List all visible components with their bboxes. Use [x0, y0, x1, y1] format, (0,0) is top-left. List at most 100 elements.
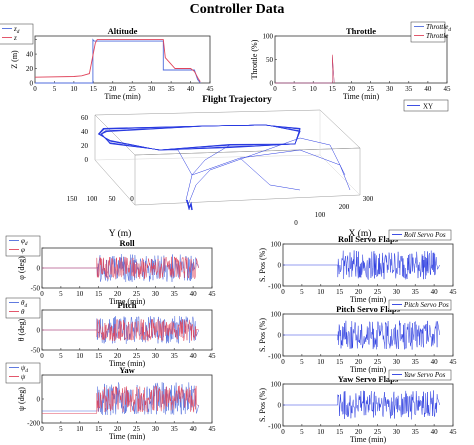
x-tick-label: 35	[171, 425, 179, 433]
x-tick-label: 40	[431, 288, 439, 296]
y-tick-label: 100	[271, 311, 282, 319]
series-line-1	[42, 385, 199, 414]
x-tick-label: 20	[114, 352, 122, 360]
x-tick-label: 45	[444, 85, 452, 93]
x-tick-label: 20	[109, 85, 117, 93]
x-tick-label: 30	[152, 425, 160, 433]
y-axis-label: θ (deg)	[17, 318, 26, 341]
x-tick-label: 5	[300, 288, 304, 296]
x-tick-label: 45	[207, 85, 215, 93]
x-tick-label: 15	[336, 428, 344, 436]
x-tick-label: 5	[59, 290, 63, 298]
x-tick-label: 0	[281, 358, 285, 366]
x-tick-label: 40	[190, 352, 198, 360]
x-tick-label: 10	[70, 85, 78, 93]
x-tick-label: 25	[374, 428, 382, 436]
x-tick-label: 40	[187, 85, 195, 93]
legend-label: Pitch Servo Pos	[403, 301, 449, 309]
chart-trajectory: Flight Trajectory 0 20 40 60 150 100 50 0 0 100 200…	[67, 95, 449, 239]
x-tick-label: 40	[424, 85, 432, 93]
x-tick-label: 5	[292, 85, 296, 93]
chart-altitude: Altitude0510152025303540450204060Time (m…	[0, 23, 215, 101]
legend-label: Roll Servo Pos	[403, 231, 446, 239]
x-tick-label: 25	[133, 425, 141, 433]
trajectory-loop	[100, 124, 301, 151]
legend-label: θ	[21, 308, 25, 316]
x-tick-label: 0	[40, 425, 44, 433]
series-line-1	[275, 54, 335, 84]
chart-title: Pitch	[118, 300, 137, 310]
x-tick-label: 300	[363, 195, 374, 203]
x-tick-label: 45	[450, 358, 458, 366]
plot-area	[34, 35, 211, 84]
x-tick-label: 35	[412, 358, 420, 366]
x-tick-label: 10	[317, 428, 325, 436]
legend: zdz	[0, 23, 34, 45]
x-tick-label: 15	[329, 85, 337, 93]
x-axis-label: Time (min)	[109, 297, 146, 306]
series-line-0	[283, 320, 441, 350]
x-tick-label: 10	[76, 352, 84, 360]
legend-label: Yaw Servo Pos	[404, 371, 446, 379]
x-tick-label: 0	[273, 85, 277, 93]
x-tick-label: 40	[190, 425, 198, 433]
x-tick-label: 25	[374, 358, 382, 366]
y-tick-label: 100	[271, 381, 282, 389]
legend-label: z	[13, 34, 17, 42]
x-tick-label: 30	[393, 428, 401, 436]
x-tick-label: 10	[310, 85, 318, 93]
x-tick-label: 25	[133, 290, 141, 298]
x-axis-label: Time (min)	[104, 92, 141, 101]
x-tick-label: 15	[95, 352, 103, 360]
x-tick-label: 15	[95, 290, 103, 298]
x-tick-label: 0	[294, 219, 298, 227]
x-tick-label: 15	[95, 425, 103, 433]
x-tick-label: 20	[114, 290, 122, 298]
x-tick-label: 5	[59, 425, 63, 433]
x-tick-label: 45	[450, 428, 458, 436]
x-tick-label: 35	[171, 352, 179, 360]
legend: ψdψ	[5, 362, 41, 384]
x-tick-label: 15	[336, 358, 344, 366]
y-tick-label: 0	[130, 195, 134, 203]
x-tick-label: 40	[431, 428, 439, 436]
x-tick-label: 35	[412, 428, 420, 436]
x-tick-label: 45	[209, 425, 217, 433]
y-tick-label: -200	[27, 420, 40, 428]
x-tick-label: 30	[393, 288, 401, 296]
x-tick-label: 30	[152, 352, 160, 360]
trajectory-start	[186, 199, 193, 211]
chart-title: Pitch Servo Flaps	[336, 304, 400, 314]
chart-title: Flight Trajectory	[202, 95, 272, 105]
legend: Yaw Servo Pos	[388, 369, 452, 381]
legend: Roll Servo Pos	[388, 229, 452, 241]
x-tick-label: 25	[367, 85, 375, 93]
chart-title: Throttle	[346, 26, 376, 36]
x-tick-label: 20	[355, 358, 363, 366]
y-axis-label: Throttle (%)	[250, 39, 259, 79]
x-tick-label: 45	[450, 288, 458, 296]
x-axis-label: Time (min)	[343, 92, 380, 101]
z-tick-label: 60	[81, 114, 89, 122]
x-tick-label: 15	[90, 85, 98, 93]
legend-label: φd	[21, 237, 28, 247]
z-tick-label: 40	[81, 128, 89, 136]
y-axis-label: S. Pos (%)	[258, 248, 267, 282]
x-axis-label: Time (min)	[109, 359, 146, 368]
x-tick-label: 0	[40, 290, 44, 298]
legend-label: ψd	[21, 364, 28, 374]
x-tick-label: 5	[300, 358, 304, 366]
x-axis-label: Time (min)	[350, 295, 387, 304]
x-tick-label: 200	[339, 203, 350, 211]
x-tick-label: 30	[148, 85, 156, 93]
legend: Pitch Servo Pos	[388, 299, 452, 311]
series-line-0	[283, 390, 441, 420]
x-tick-label: 20	[355, 428, 363, 436]
y-tick-label: 0	[30, 80, 34, 88]
x-tick-label: 30	[152, 290, 160, 298]
x-tick-label: 5	[53, 85, 57, 93]
chart-title: Altitude	[108, 26, 138, 36]
x-tick-label: 30	[393, 358, 401, 366]
